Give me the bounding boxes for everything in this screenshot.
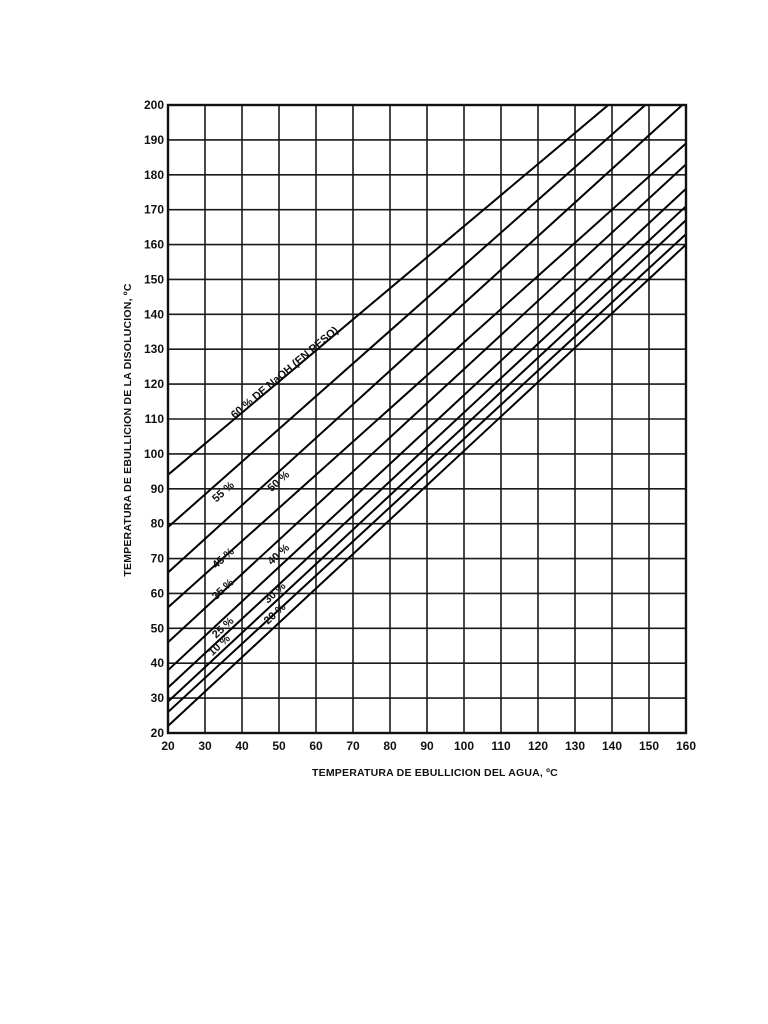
x-tick-label: 60 — [309, 739, 323, 753]
series-line — [167, 104, 683, 574]
plot-frame — [166, 103, 688, 735]
x-tick-label: 150 — [639, 739, 659, 753]
y-tick-label: 170 — [144, 203, 164, 217]
series-line — [167, 219, 687, 703]
x-tick-label: 20 — [161, 739, 175, 753]
y-axis-title: TEMPERATURA DE EBULLICION DE LA DISOLUCI… — [122, 283, 134, 576]
series-line — [167, 104, 609, 476]
series-line — [167, 104, 646, 528]
x-tick-label: 140 — [602, 739, 622, 753]
x-tick-label: 120 — [528, 739, 548, 753]
series-line — [167, 188, 687, 671]
x-axis-ticks: 20 30 40 50 60 70 80 90 100 110 120 130 140 150 160 — [161, 739, 696, 753]
line-label: 35 % — [210, 577, 237, 603]
series-line — [167, 163, 687, 644]
x-tick-label: 100 — [454, 739, 474, 753]
x-tick-label: 110 — [491, 739, 511, 753]
x-tick-label: 80 — [383, 739, 397, 753]
y-tick-label: 190 — [144, 133, 164, 147]
x-tick-label: 40 — [235, 739, 249, 753]
line-label: 55 % — [210, 479, 237, 505]
y-tick-label: 200 — [144, 98, 164, 112]
y-tick-label: 90 — [151, 482, 165, 496]
series-line — [167, 233, 687, 713]
y-tick-label: 60 — [151, 586, 165, 600]
x-tick-label: 50 — [272, 739, 286, 753]
y-tick-label: 150 — [144, 272, 164, 286]
y-tick-label: 140 — [144, 307, 164, 321]
y-tick-label: 110 — [145, 412, 165, 426]
x-tick-label: 70 — [346, 739, 360, 753]
y-tick-label: 130 — [144, 342, 164, 356]
series-line — [167, 142, 687, 609]
y-axis-ticks: 20 30 40 50 60 70 80 90 100 110 120 130 140 150 160 170… — [144, 98, 164, 740]
y-tick-label: 160 — [144, 238, 164, 252]
y-tick-label: 100 — [144, 447, 164, 461]
y-tick-label: 20 — [151, 726, 165, 740]
y-tick-label: 40 — [151, 656, 165, 670]
y-tick-label: 80 — [151, 517, 165, 531]
data-lines — [167, 104, 687, 727]
series-line — [167, 243, 687, 727]
x-tick-label: 130 — [565, 739, 585, 753]
y-tick-label: 50 — [151, 621, 165, 635]
y-tick-label: 180 — [144, 168, 164, 182]
series-line — [167, 205, 687, 689]
line-labels: 60 % DE NaOH (EN PESO)55 % 50 %45 % 40 %35… — [206, 324, 341, 658]
y-tick-label: 120 — [144, 377, 164, 391]
x-tick-label: 160 — [676, 739, 696, 753]
x-tick-label: 90 — [420, 739, 434, 753]
line-label: 60 % DE NaOH (EN PESO) — [229, 324, 341, 421]
y-tick-label: 30 — [151, 691, 165, 705]
x-tick-label: 30 — [198, 739, 212, 753]
x-axis-title: TEMPERATURA DE EBULLICION DEL AGUA, ºC — [312, 767, 558, 779]
y-tick-label: 70 — [151, 552, 165, 566]
grid-lines — [167, 104, 687, 734]
